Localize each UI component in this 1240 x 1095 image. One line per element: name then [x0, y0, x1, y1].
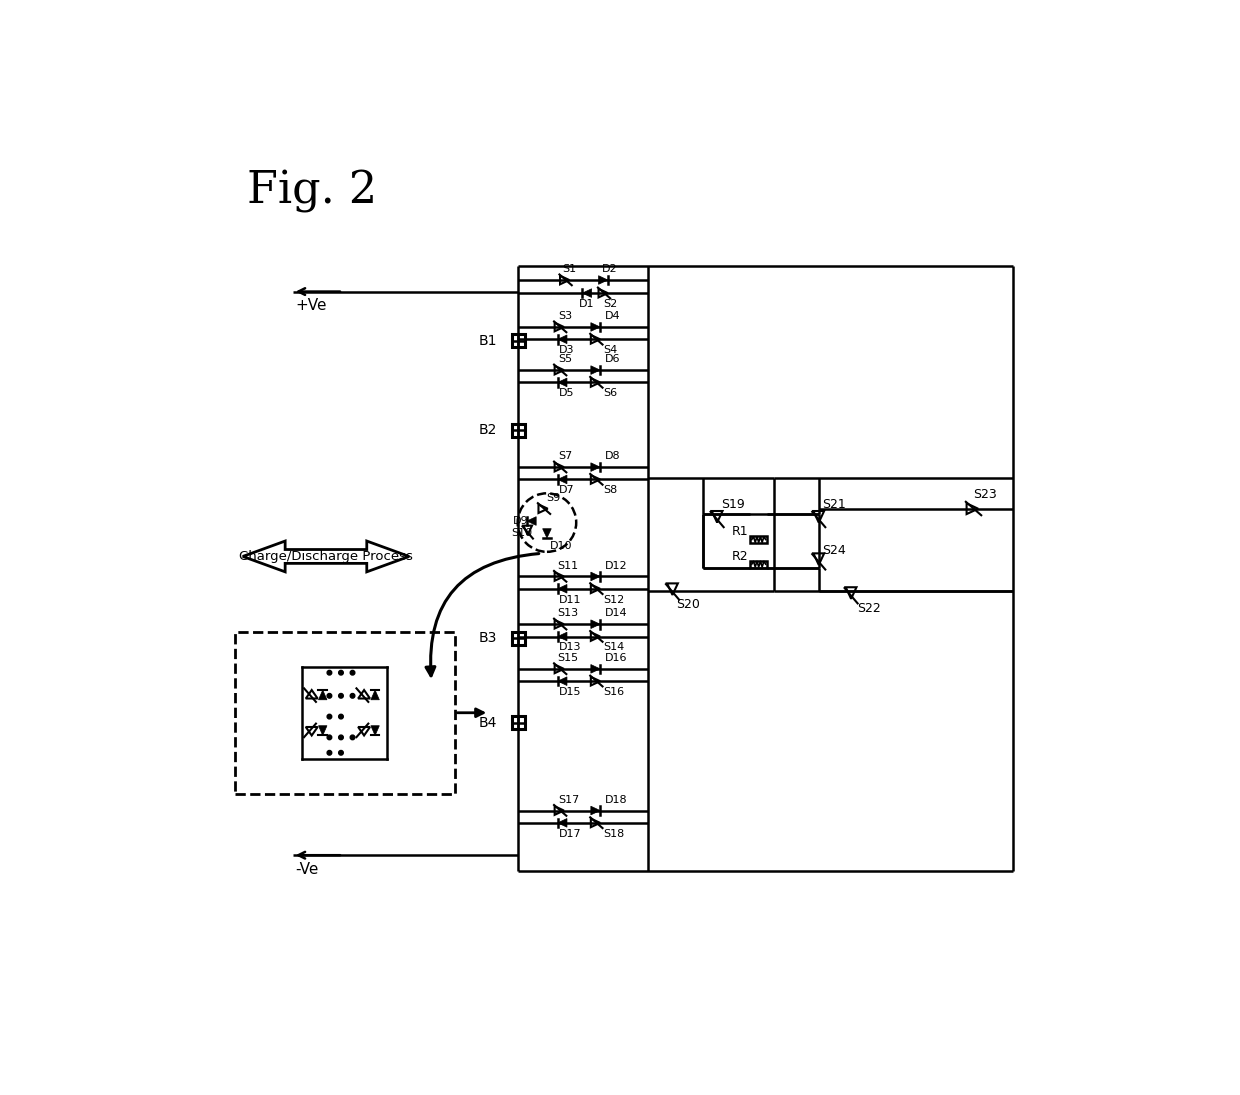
Circle shape: [327, 670, 332, 675]
Text: D6: D6: [605, 355, 620, 365]
Polygon shape: [543, 529, 552, 538]
Circle shape: [327, 693, 332, 699]
Text: S12: S12: [603, 595, 625, 604]
Polygon shape: [558, 378, 567, 387]
Text: S2: S2: [603, 299, 618, 309]
Circle shape: [350, 693, 355, 699]
Polygon shape: [558, 677, 567, 685]
Polygon shape: [558, 475, 567, 484]
Text: S22: S22: [857, 602, 880, 615]
Polygon shape: [590, 323, 600, 332]
Polygon shape: [371, 726, 379, 736]
Text: D5: D5: [558, 389, 574, 399]
Text: S18: S18: [603, 829, 625, 839]
Polygon shape: [590, 665, 600, 673]
Text: S20: S20: [676, 599, 701, 611]
Circle shape: [350, 735, 355, 740]
Polygon shape: [319, 690, 327, 700]
Text: S6: S6: [603, 389, 618, 399]
Polygon shape: [590, 620, 600, 629]
Text: Fig. 2: Fig. 2: [247, 170, 377, 214]
Text: D11: D11: [558, 595, 582, 604]
Polygon shape: [319, 726, 327, 736]
Polygon shape: [590, 806, 600, 815]
Polygon shape: [590, 463, 600, 472]
Text: Charge/Discharge Process: Charge/Discharge Process: [239, 550, 413, 563]
Text: D2: D2: [601, 264, 618, 274]
Text: D4: D4: [605, 311, 620, 321]
Circle shape: [327, 750, 332, 756]
Circle shape: [339, 670, 343, 675]
Circle shape: [327, 735, 332, 740]
Text: S11: S11: [557, 561, 578, 570]
Circle shape: [339, 714, 343, 719]
Text: S16: S16: [603, 687, 624, 696]
Polygon shape: [558, 632, 567, 641]
Text: D16: D16: [605, 653, 627, 664]
Text: D1: D1: [579, 299, 594, 309]
Polygon shape: [583, 289, 591, 298]
Text: D7: D7: [558, 485, 574, 495]
Text: D8: D8: [605, 451, 620, 461]
Polygon shape: [558, 819, 567, 827]
Text: S21: S21: [822, 498, 847, 511]
Polygon shape: [527, 517, 536, 526]
Text: S5: S5: [558, 355, 573, 365]
Text: S3: S3: [558, 311, 573, 321]
Polygon shape: [558, 585, 567, 593]
Text: S8: S8: [603, 485, 618, 495]
Text: S14: S14: [603, 643, 625, 653]
Text: D14: D14: [605, 609, 627, 619]
Text: B2: B2: [479, 423, 497, 437]
Text: R2: R2: [732, 550, 749, 563]
Text: D10: D10: [551, 541, 573, 551]
Text: S15: S15: [557, 653, 578, 664]
Polygon shape: [599, 276, 608, 285]
Text: S1: S1: [563, 264, 577, 274]
Text: S13: S13: [557, 609, 578, 619]
Text: D18: D18: [605, 795, 627, 805]
Circle shape: [339, 735, 343, 740]
Circle shape: [339, 750, 343, 756]
Text: D13: D13: [558, 643, 582, 653]
Text: S17: S17: [558, 795, 580, 805]
Bar: [512, 716, 525, 729]
Bar: [512, 632, 525, 645]
Text: S24: S24: [822, 544, 847, 556]
Text: B4: B4: [479, 716, 497, 729]
Text: +Ve: +Ve: [295, 298, 326, 313]
Circle shape: [339, 693, 343, 699]
Text: S7: S7: [558, 451, 573, 461]
Text: S19: S19: [720, 498, 745, 511]
Text: B1: B1: [479, 334, 497, 348]
Text: -Ve: -Ve: [295, 862, 319, 877]
Bar: [236, 632, 455, 794]
Bar: [750, 537, 768, 543]
Text: B3: B3: [479, 631, 497, 645]
Text: S23: S23: [972, 488, 997, 502]
Polygon shape: [590, 366, 600, 374]
Bar: [512, 334, 525, 347]
Text: D3: D3: [558, 345, 574, 355]
Circle shape: [350, 670, 355, 675]
Circle shape: [327, 714, 332, 719]
Polygon shape: [371, 690, 379, 700]
Text: S10: S10: [511, 529, 532, 539]
Text: S9: S9: [546, 493, 560, 503]
Polygon shape: [590, 573, 600, 580]
Text: D9: D9: [513, 516, 528, 526]
Text: D15: D15: [558, 687, 582, 696]
Bar: [512, 424, 525, 437]
Text: R1: R1: [732, 526, 749, 539]
Bar: [750, 561, 768, 567]
Text: D12: D12: [605, 561, 627, 570]
Polygon shape: [558, 335, 567, 344]
Text: D17: D17: [558, 829, 582, 839]
Text: S4: S4: [603, 345, 618, 355]
